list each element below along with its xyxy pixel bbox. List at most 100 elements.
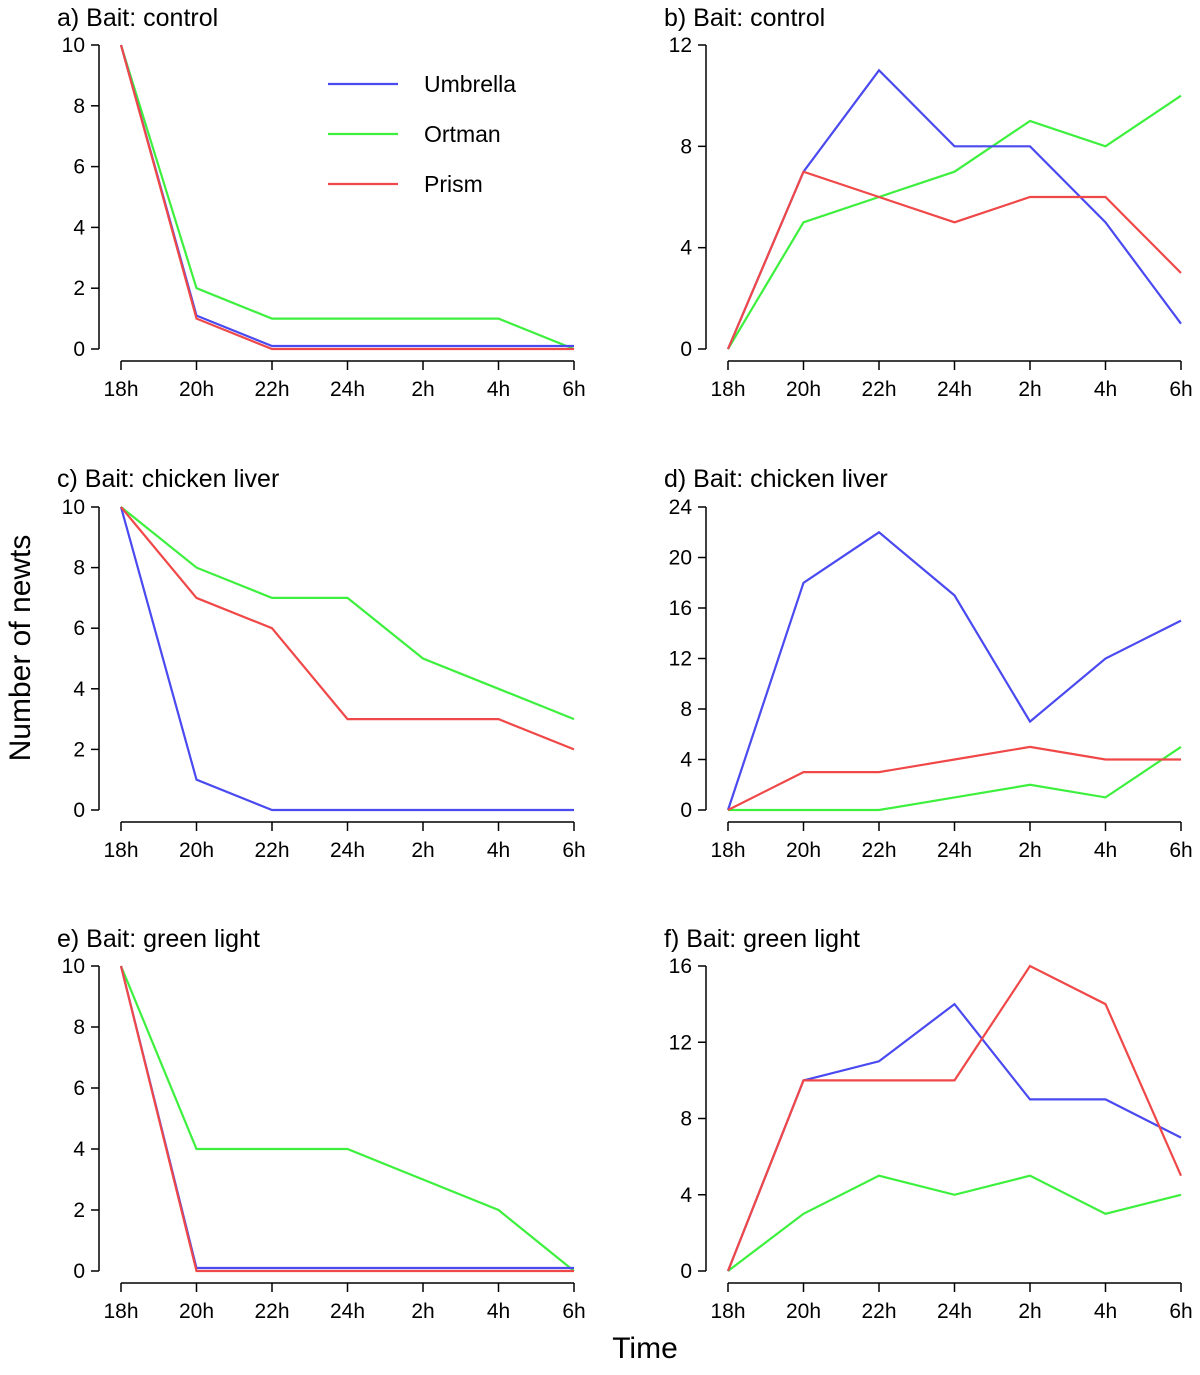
x-tick-label: 6h <box>1169 839 1192 862</box>
y-axis-label: Number of newts <box>4 535 37 762</box>
x-tick-label: 2h <box>1018 839 1041 862</box>
x-tick-label: 18h <box>103 378 138 401</box>
y-tick-label: 10 <box>62 34 85 57</box>
y-tick-label: 8 <box>73 95 85 118</box>
series-line-ortman <box>120 506 575 721</box>
x-tick-label: 2h <box>1018 378 1041 401</box>
x-tick-label: 4h <box>1094 378 1117 401</box>
legend-label-umbrella: Umbrella <box>424 71 516 97</box>
x-tick-label: 18h <box>103 839 138 862</box>
x-axis-label: Time <box>612 1332 678 1365</box>
y-tick-label: 4 <box>680 237 692 260</box>
x-tick-label: 20h <box>179 839 214 862</box>
panel-title: a) Bait: control <box>57 4 218 32</box>
y-tick-label: 2 <box>73 277 85 300</box>
y-tick-label: 6 <box>73 1077 85 1100</box>
series-line-ortman <box>119 44 575 351</box>
panel-4: d) Bait: chicken liver 0 4 8 12 16 20 24 18h 20h 2… <box>664 465 1193 862</box>
series-line-umbrella <box>726 530 1182 811</box>
panel-6: f) Bait: green light 0 4 8 12 16 18h 20h 22h 24h 2… <box>664 925 1193 1323</box>
series-line-prism <box>726 964 1183 1272</box>
x-tick-label: 6h <box>1169 1300 1192 1323</box>
panel-title: b) Bait: control <box>664 4 825 32</box>
y-tick-label: 2 <box>73 1199 85 1222</box>
x-tick-label: 4h <box>1094 1300 1117 1323</box>
y-tick-label: 0 <box>73 799 85 822</box>
x-tick-label: 22h <box>254 839 289 862</box>
series-line-prism <box>119 965 574 1273</box>
x-tick-label: 22h <box>861 378 896 401</box>
x-tick-label: 22h <box>254 1300 289 1323</box>
series-line-umbrella <box>726 1002 1182 1272</box>
series-line-ortman <box>119 965 575 1272</box>
x-tick-label: 20h <box>179 1300 214 1323</box>
x-tick-label: 20h <box>179 378 214 401</box>
x-tick-label: 24h <box>330 839 365 862</box>
y-tick-label: 0 <box>680 799 692 822</box>
y-tick-label: 20 <box>669 547 692 570</box>
x-tick-label: 4h <box>487 1300 510 1323</box>
x-tick-label: 2h <box>411 839 434 862</box>
x-tick-label: 18h <box>710 839 745 862</box>
series-line-prism <box>120 506 575 751</box>
series-line-prism <box>727 745 1181 811</box>
panel-5: e) Bait: green light 0 2 4 6 8 10 18h 20h 22h 24h 2… <box>57 925 586 1323</box>
panel-title: c) Bait: chicken liver <box>57 465 279 493</box>
x-tick-label: 6h <box>562 1300 585 1323</box>
y-tick-label: 16 <box>669 597 692 620</box>
series-line-umbrella <box>119 965 574 1270</box>
y-tick-label: 10 <box>62 496 85 519</box>
x-tick-label: 2h <box>1018 1300 1041 1323</box>
y-tick-label: 4 <box>680 1184 692 1207</box>
x-tick-label: 22h <box>861 839 896 862</box>
y-tick-label: 24 <box>669 496 693 519</box>
y-tick-label: 4 <box>73 1138 85 1161</box>
x-tick-label: 18h <box>710 1300 745 1323</box>
y-tick-label: 8 <box>680 1108 692 1131</box>
series-line-ortman <box>727 1174 1182 1272</box>
panel-title: f) Bait: green light <box>664 925 860 953</box>
x-tick-label: 20h <box>786 378 821 401</box>
x-tick-label: 18h <box>710 378 745 401</box>
x-tick-label: 22h <box>254 378 289 401</box>
y-tick-label: 0 <box>73 338 85 361</box>
x-tick-label: 24h <box>330 378 365 401</box>
series-line-umbrella <box>726 68 1182 350</box>
x-tick-label: 24h <box>330 1300 365 1323</box>
x-tick-label: 2h <box>411 1300 434 1323</box>
x-tick-label: 4h <box>1094 839 1117 862</box>
y-tick-label: 12 <box>669 34 692 57</box>
x-tick-label: 4h <box>487 839 510 862</box>
x-tick-label: 2h <box>411 378 434 401</box>
panel-1: a) Bait: control 0 2 4 6 8 10 18h 20h 22h 24h 2h 4h 6… <box>57 4 586 401</box>
y-tick-label: 6 <box>73 617 85 640</box>
legend: Umbrella Ortman Prism <box>328 71 516 197</box>
y-tick-label: 12 <box>669 1031 692 1054</box>
y-tick-label: 8 <box>680 698 692 721</box>
x-tick-label: 18h <box>103 1300 138 1323</box>
legend-label-ortman: Ortman <box>424 121 501 147</box>
panel-title: e) Bait: green light <box>57 925 260 953</box>
series-line-ortman <box>727 94 1182 350</box>
y-tick-label: 8 <box>73 557 85 580</box>
x-tick-label: 4h <box>487 378 510 401</box>
y-tick-label: 0 <box>680 1260 692 1283</box>
x-tick-label: 6h <box>1169 378 1192 401</box>
y-tick-label: 4 <box>73 678 85 701</box>
x-tick-label: 24h <box>937 1300 972 1323</box>
y-tick-label: 2 <box>73 738 85 761</box>
x-tick-label: 20h <box>786 839 821 862</box>
series-line-ortman <box>728 745 1182 812</box>
legend-label-prism: Prism <box>424 171 483 197</box>
series-line-umbrella <box>119 506 574 812</box>
y-tick-label: 8 <box>73 1016 85 1039</box>
series-line-prism <box>119 44 574 351</box>
panel-title: d) Bait: chicken liver <box>664 465 888 493</box>
y-tick-label: 16 <box>669 955 692 978</box>
series-line-prism <box>726 170 1182 350</box>
x-tick-label: 20h <box>786 1300 821 1323</box>
panel-2: b) Bait: control 0 4 8 12 18h 20h 22h 24h 2h 4h 6h <box>664 4 1193 401</box>
y-tick-label: 6 <box>73 156 85 179</box>
